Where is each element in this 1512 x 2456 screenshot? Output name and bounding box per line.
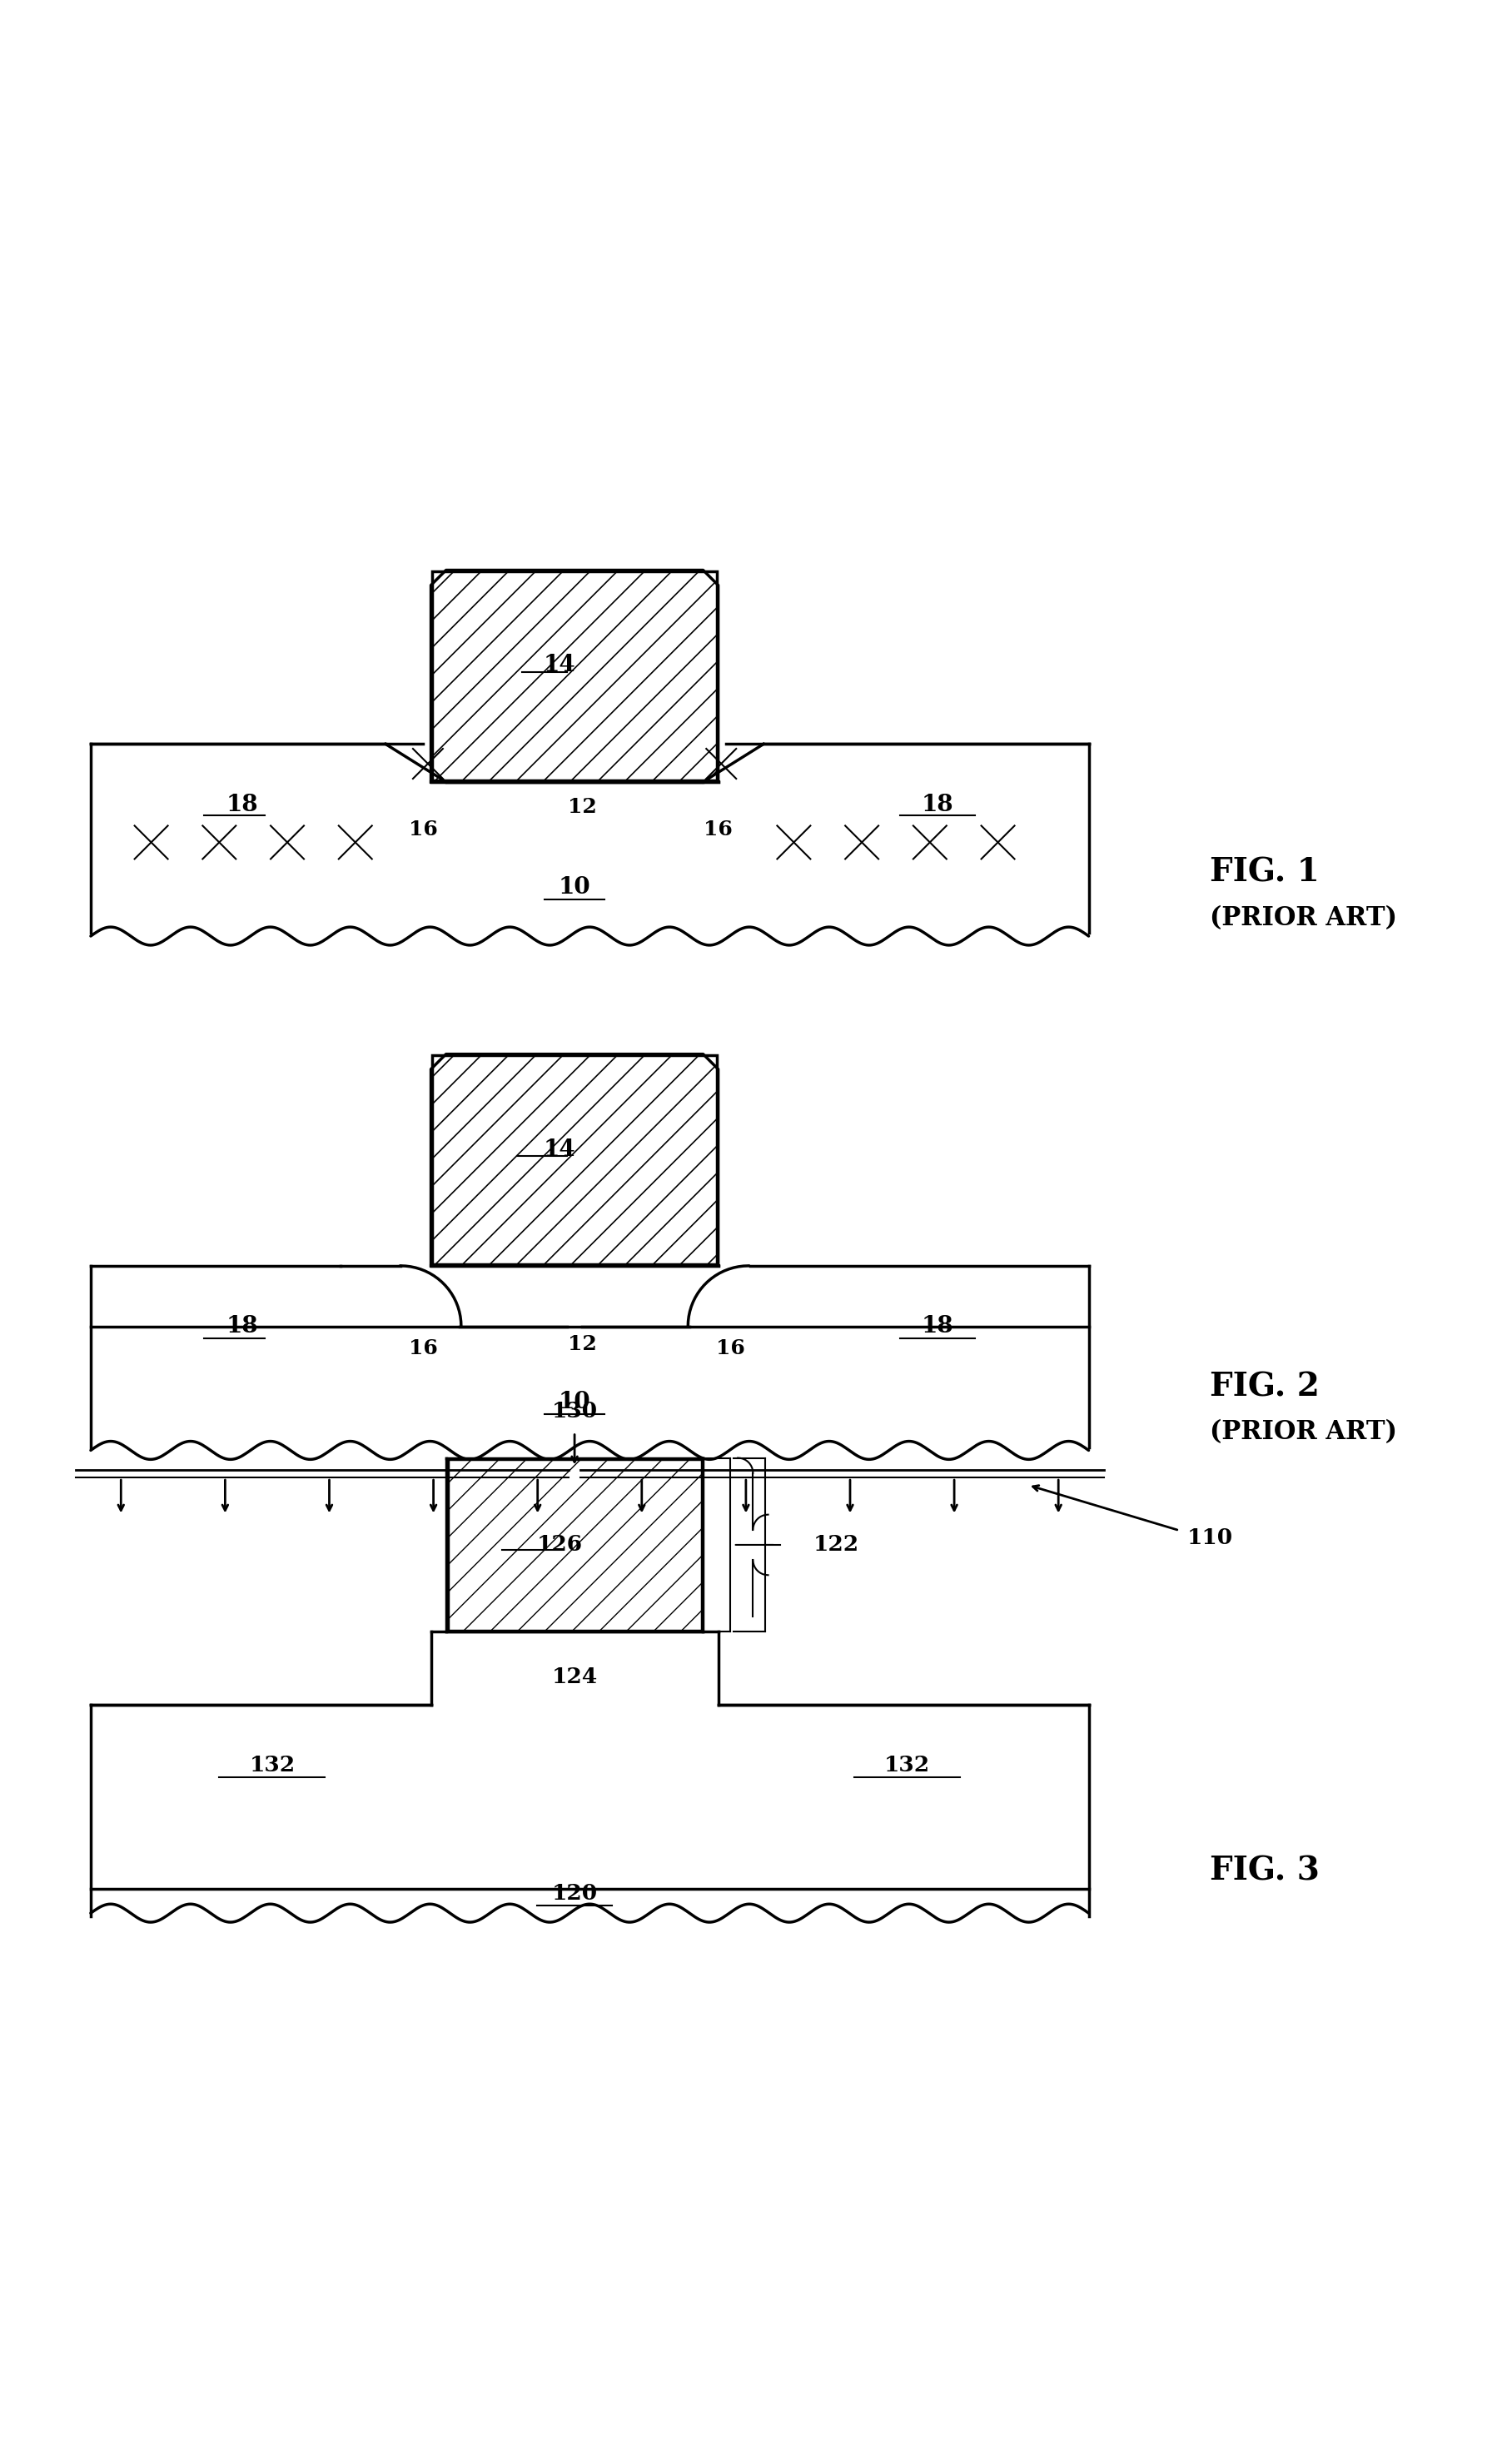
Text: 122: 122	[813, 1535, 859, 1555]
Text: 18: 18	[225, 1314, 259, 1339]
Text: FIG. 3: FIG. 3	[1210, 1854, 1320, 1886]
Text: 18: 18	[921, 793, 954, 815]
Text: 14: 14	[543, 1137, 576, 1162]
Text: 14: 14	[543, 653, 576, 675]
Text: 12: 12	[567, 796, 597, 818]
Text: FIG. 1: FIG. 1	[1210, 857, 1320, 889]
Text: 132: 132	[885, 1754, 930, 1776]
Text: 16: 16	[715, 1339, 745, 1358]
Text: 10: 10	[558, 877, 591, 899]
Text: 16: 16	[408, 820, 438, 840]
Text: 16: 16	[408, 1339, 438, 1358]
Text: 16: 16	[703, 820, 733, 840]
Text: (PRIOR ART): (PRIOR ART)	[1210, 906, 1397, 931]
Text: 120: 120	[552, 1884, 597, 1903]
Text: 18: 18	[921, 1314, 954, 1339]
Text: 124: 124	[552, 1668, 597, 1687]
Text: 130: 130	[552, 1400, 597, 1422]
Text: 10: 10	[558, 1390, 591, 1412]
Text: FIG. 2: FIG. 2	[1210, 1370, 1320, 1402]
Text: (PRIOR ART): (PRIOR ART)	[1210, 1420, 1397, 1444]
Text: 110: 110	[1187, 1528, 1232, 1547]
Text: 12: 12	[567, 1334, 597, 1353]
Text: 126: 126	[537, 1535, 582, 1555]
Text: 18: 18	[225, 793, 259, 815]
Text: 132: 132	[249, 1754, 295, 1776]
